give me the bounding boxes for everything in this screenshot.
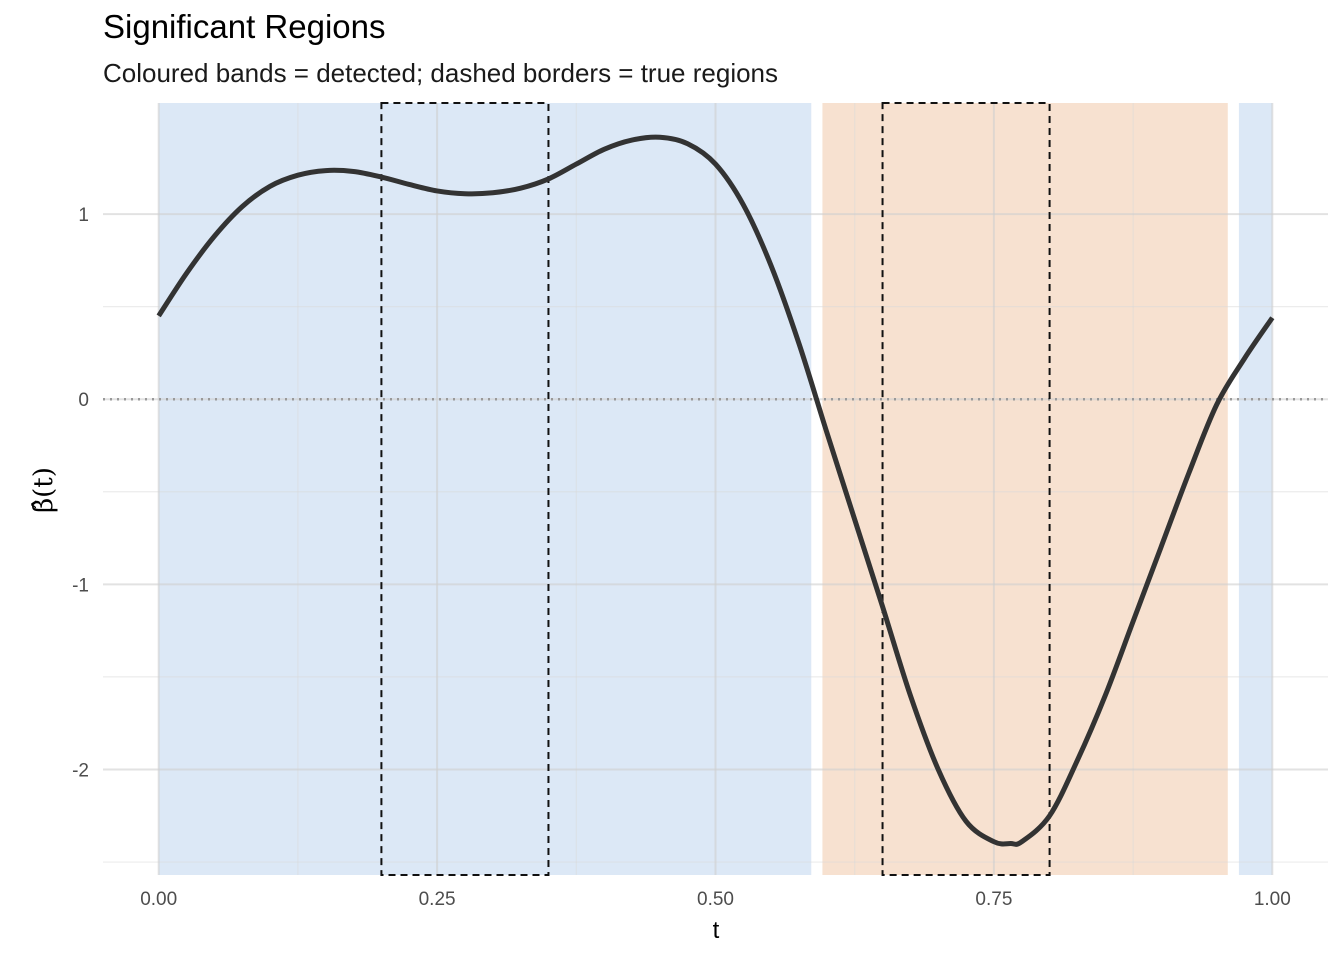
y-axis-title: β̂(t): [29, 467, 59, 513]
ticks: 0.00 0.25 0.50 0.75 1.00 1 0 -1 -2: [72, 205, 1291, 910]
chart-title: Significant Regions: [103, 8, 386, 45]
x-tick-label: 0.00: [140, 889, 177, 910]
true-region-2: [881, 102, 1051, 876]
grid: [103, 103, 1328, 875]
detected-band-2: [822, 103, 1228, 875]
series: [156, 134, 1275, 847]
x-axis-title: t: [713, 917, 720, 944]
x-tick-label: 1.00: [1254, 889, 1291, 910]
chart-subtitle: Coloured bands = detected; dashed border…: [103, 58, 779, 88]
x-tick-label: 0.25: [419, 889, 456, 910]
x-tick-label: 0.50: [697, 889, 734, 910]
y-tick-label: 1: [78, 205, 89, 226]
detected-bands: [158, 103, 1273, 875]
series-line-1: [156, 134, 1275, 847]
true-regions: [380, 102, 1051, 876]
true-region-1: [380, 102, 550, 876]
detected-band-3: [1238, 103, 1273, 875]
detected-band-1: [158, 103, 812, 875]
y-tick-label: -2: [72, 760, 89, 781]
y-tick-label: 0: [78, 390, 89, 411]
y-tick-label: -1: [72, 575, 89, 596]
x-tick-label: 0.75: [975, 889, 1012, 910]
